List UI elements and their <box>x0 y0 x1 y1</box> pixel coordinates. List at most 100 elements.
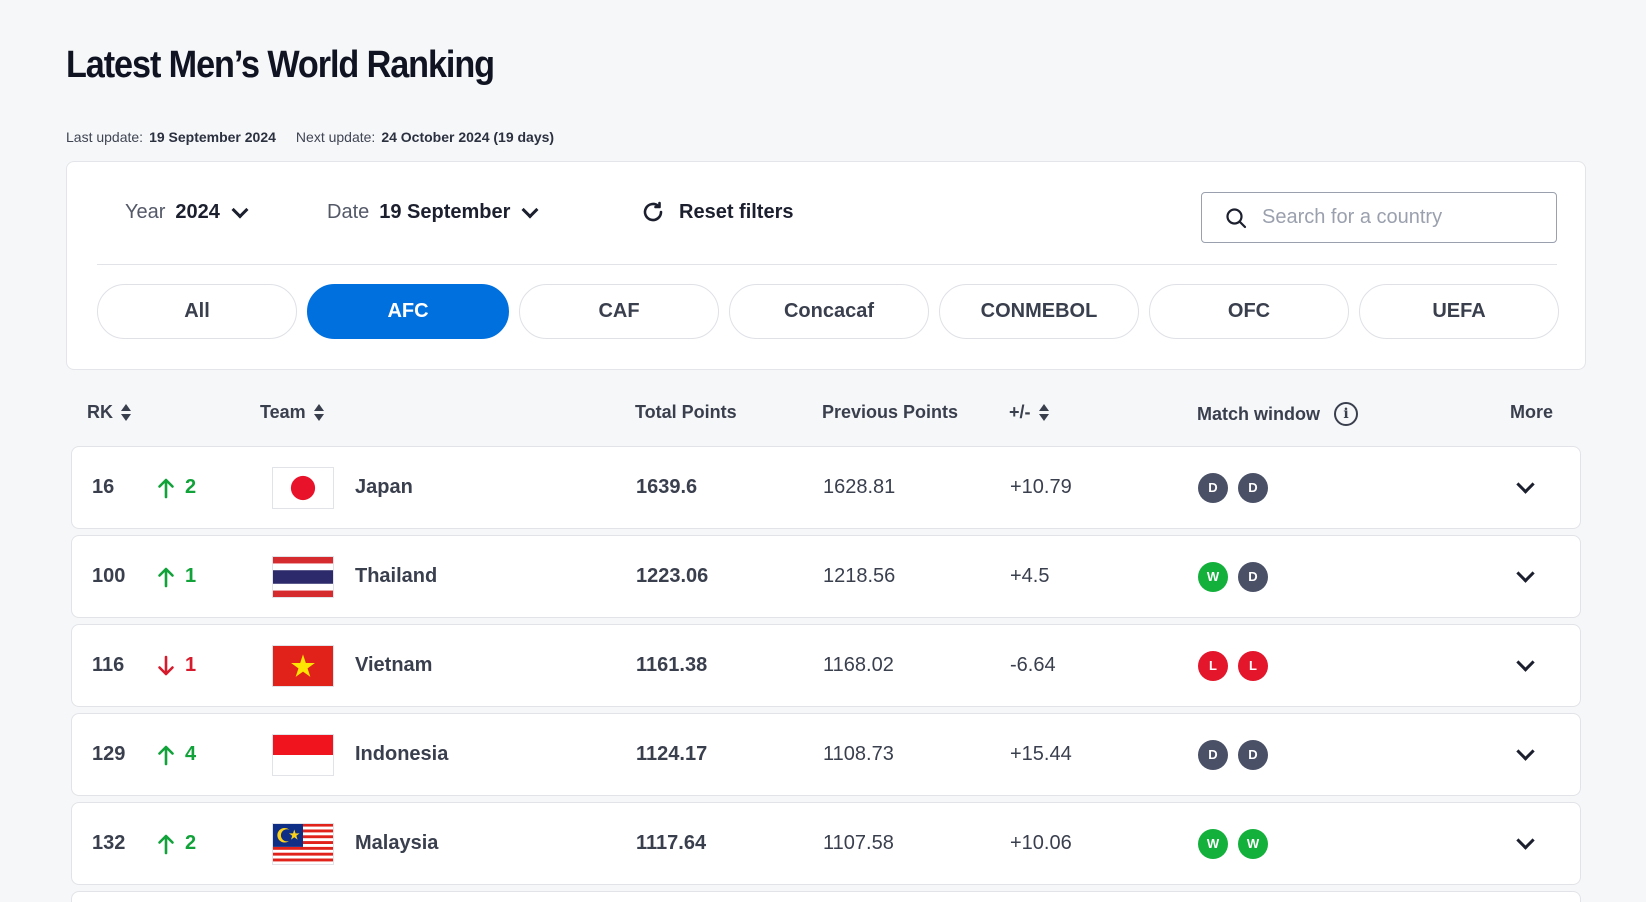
next-update-value: 24 October 2024 (19 days) <box>381 129 555 145</box>
table-row[interactable]: 100 1 Thailand 1223.06 1218.56 +4.5 W D <box>71 535 1581 618</box>
result-badge: W <box>1198 561 1228 592</box>
arrow-up-icon <box>157 566 175 588</box>
sort-icon <box>1038 404 1049 421</box>
reset-filters-button[interactable]: Reset filters <box>641 200 794 224</box>
total-points: 1223.06 <box>636 565 709 587</box>
filter-panel: Year 2024 Date 19 September Reset filter… <box>66 161 1586 370</box>
rank-change-value: 1 <box>185 654 197 676</box>
previous-points-header: Previous Points <box>822 402 958 423</box>
rank-change: 2 <box>157 447 196 528</box>
total-points: 1161.38 <box>636 654 708 676</box>
previous-points-header-label: Previous Points <box>822 402 959 422</box>
date-label: Date <box>327 201 370 223</box>
chevron-down-icon <box>1516 564 1535 583</box>
japan-flag <box>272 467 334 509</box>
expand-row-button[interactable] <box>1516 625 1535 706</box>
rank-change: 1 <box>157 536 196 617</box>
table-row[interactable]: 132 2 Malaysia 1117.64 1107.58 +10.06 W W <box>71 802 1581 885</box>
tab-ofc[interactable]: OFC <box>1149 284 1349 339</box>
rank-cell: 100 <box>92 565 126 587</box>
rank-change: 2 <box>157 803 196 884</box>
tab-all[interactable]: All <box>97 284 297 339</box>
year-label: Year <box>125 201 166 223</box>
arrow-up-icon <box>157 744 175 766</box>
expand-row-button[interactable] <box>1516 803 1535 884</box>
search-input[interactable] <box>1262 206 1542 229</box>
expand-row-button[interactable] <box>1516 536 1535 617</box>
refresh-icon <box>643 201 663 222</box>
tab-uefa[interactable]: UEFA <box>1359 284 1559 339</box>
rank-change: 4 <box>157 714 196 795</box>
chevron-down-icon <box>521 201 539 218</box>
tab-conmebol[interactable]: CONMEBOL <box>939 284 1139 339</box>
match-window-header: Match window i <box>1197 402 1358 426</box>
chevron-down-icon <box>1516 653 1535 672</box>
search-box <box>1201 192 1557 243</box>
table-row[interactable]: 129 4 Indonesia 1124.17 1108.73 +15.44 D D <box>71 713 1581 796</box>
date-value: 19 September <box>379 201 511 223</box>
arrow-up-icon <box>157 833 175 855</box>
team-header[interactable]: Team <box>260 402 324 423</box>
points-diff: +10.79 <box>1010 476 1072 498</box>
team-name[interactable]: Japan <box>355 476 413 498</box>
rank-cell: 16 <box>92 476 115 498</box>
result-badge: D <box>1238 472 1268 503</box>
confederation-tabs: All AFC CAF Concacaf CONMEBOL OFC UEFA <box>97 284 1559 339</box>
rank-change-value: 1 <box>185 565 197 587</box>
date-dropdown[interactable]: Date 19 September <box>327 201 539 224</box>
sort-icon <box>313 404 324 421</box>
rank-change-value: 2 <box>185 832 197 854</box>
result-badge: D <box>1238 561 1268 592</box>
rank-cell: 116 <box>92 654 125 676</box>
sort-icon <box>121 404 131 421</box>
expand-row-button[interactable] <box>1516 447 1535 528</box>
table-row[interactable]: 16 2 Japan 1639.6 1628.81 +10.79 D D <box>71 446 1581 529</box>
vietnam-flag <box>272 645 334 687</box>
previous-points: 1628.81 <box>823 476 896 498</box>
team-name[interactable]: Malaysia <box>355 832 439 854</box>
filters-row: Year 2024 Date 19 September Reset filter… <box>67 162 1585 265</box>
table-row[interactable] <box>71 891 1581 902</box>
total-points-header-label: Total Points <box>635 402 737 422</box>
rank-cell: 132 <box>92 832 126 854</box>
arrow-up-icon <box>157 477 175 499</box>
rank-change-value: 4 <box>185 743 197 765</box>
total-points: 1639.6 <box>636 476 698 498</box>
info-icon[interactable]: i <box>1334 402 1358 426</box>
team-name[interactable]: Indonesia <box>355 743 449 765</box>
chevron-down-icon <box>1516 831 1535 850</box>
malaysia-flag <box>272 823 334 865</box>
team-name[interactable]: Thailand <box>355 565 438 587</box>
search-icon <box>1226 207 1247 228</box>
next-update-label: Next update: <box>295 129 376 145</box>
rank-header[interactable]: RK <box>87 402 131 423</box>
points-diff: +15.44 <box>1010 743 1072 765</box>
expand-row-button[interactable] <box>1516 714 1535 795</box>
ranking-table: 16 2 Japan 1639.6 1628.81 +10.79 D D 100 1 Thailan… <box>71 446 1581 902</box>
year-dropdown[interactable]: Year 2024 <box>125 201 249 224</box>
result-badge: L <box>1238 650 1268 681</box>
previous-points: 1218.56 <box>823 565 896 587</box>
reset-filters-label: Reset filters <box>679 200 794 223</box>
diff-header[interactable]: +/- <box>1009 402 1049 423</box>
indonesia-flag <box>272 734 334 776</box>
table-row[interactable]: 116 1 Vietnam 1161.38 1168.02 -6.64 L L <box>71 624 1581 707</box>
rank-header-label: RK <box>87 402 113 422</box>
points-diff: -6.64 <box>1010 654 1056 676</box>
rank-cell: 129 <box>92 743 126 765</box>
points-diff: +10.06 <box>1010 832 1072 854</box>
team-name[interactable]: Vietnam <box>355 654 433 676</box>
tab-caf[interactable]: CAF <box>519 284 719 339</box>
result-badge: W <box>1238 828 1268 859</box>
total-points: 1117.64 <box>636 832 707 854</box>
page-title: Latest Men’s World Ranking <box>66 44 495 86</box>
last-update-value: 19 September 2024 <box>149 129 276 145</box>
rank-change-value: 2 <box>185 476 197 498</box>
chevron-down-icon <box>1516 475 1535 494</box>
points-diff: +4.5 <box>1010 565 1050 587</box>
match-window-header-label: Match window <box>1197 403 1320 424</box>
update-info: Last update: 19 September 2024 Next upda… <box>66 129 574 145</box>
tab-afc[interactable]: AFC <box>307 284 509 339</box>
tab-concacaf[interactable]: Concacaf <box>729 284 929 339</box>
